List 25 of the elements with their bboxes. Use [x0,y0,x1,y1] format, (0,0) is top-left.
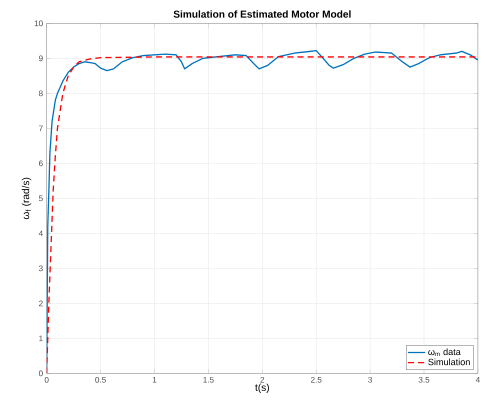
y-tick-label: 8 [38,90,43,96]
x-tick-label: 0 [44,377,49,383]
y-tick-label: 0 [38,370,43,376]
y-tick-label: 5 [38,196,43,202]
x-tick-label: 3 [368,377,372,383]
legend-label: Simulation [428,358,470,366]
x-tick-label: 3.5 [418,377,430,383]
y-tick-label: 9 [38,56,43,62]
x-tick-label: 1 [152,377,156,383]
y-tick-label: 6 [39,160,43,166]
y-tick-label: 4 [38,230,43,236]
y-tick-label: 2 [39,300,43,306]
y-tick-label: 1 [39,336,43,342]
y-tick-label: 3 [38,266,43,272]
x-tick-label: 0.5 [95,377,106,383]
legend-label: ω$_{m}$ data [428,348,461,356]
x-tick-label: 1.5 [203,377,214,383]
x-tick-label: 2.5 [310,377,322,383]
x-tick-label: 2 [260,377,264,383]
y-tick-label: 7 [39,126,43,132]
x-tick-label: 4 [476,377,480,383]
y-axis-title: ω$_{f}$ (rad/s) [22,178,32,220]
chart-title: Simulation of Estimated Motor Model [174,10,351,18]
y-tick-label: 10 [34,20,43,26]
x-axis-title: t(s) [255,384,269,394]
